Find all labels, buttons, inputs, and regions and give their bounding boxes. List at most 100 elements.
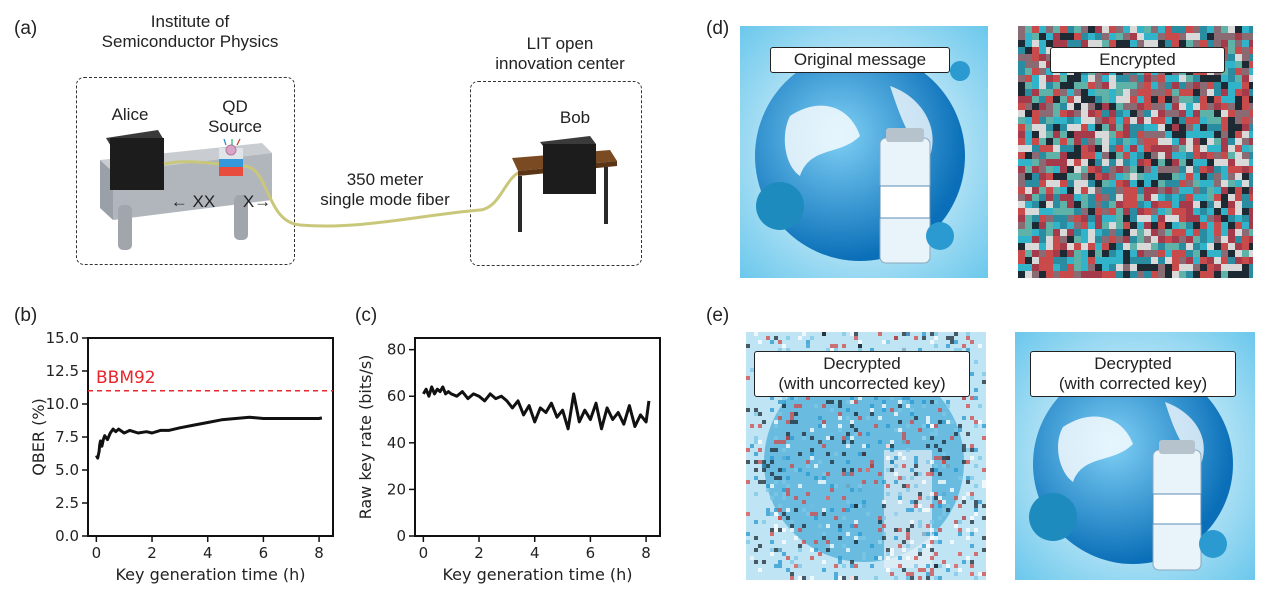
noise-pixel <box>1032 61 1039 68</box>
noise-pixel <box>890 448 894 452</box>
noise-pixel <box>1207 138 1214 145</box>
noise-pixel <box>910 468 914 472</box>
noise-pixel <box>1053 201 1060 208</box>
noise-pixel <box>1130 117 1137 124</box>
noise-pixel <box>1151 229 1158 236</box>
noise-pixel <box>1221 138 1228 145</box>
noise-pixel <box>1151 152 1158 159</box>
noise-pixel <box>1221 215 1228 222</box>
noise-pixel <box>1221 145 1228 152</box>
noise-pixel <box>1186 250 1193 257</box>
noise-pixel <box>914 464 918 468</box>
noise-pixel <box>910 500 914 504</box>
noise-pixel <box>1137 117 1144 124</box>
noise-pixel <box>1158 26 1165 33</box>
noise-pixel <box>754 560 758 564</box>
noise-pixel <box>1144 166 1151 173</box>
noise-pixel <box>974 464 978 468</box>
noise-pixel <box>1123 89 1130 96</box>
noise-pixel <box>790 520 794 524</box>
noise-pixel <box>1046 236 1053 243</box>
noise-pixel <box>802 436 806 440</box>
noise-pixel <box>1123 173 1130 180</box>
noise-pixel <box>958 504 962 508</box>
noise-pixel <box>874 556 878 560</box>
noise-pixel <box>1193 173 1200 180</box>
noise-pixel <box>1081 117 1088 124</box>
noise-pixel <box>922 400 926 404</box>
noise-pixel <box>1018 82 1025 89</box>
noise-pixel <box>1067 152 1074 159</box>
noise-pixel <box>1039 26 1046 33</box>
noise-pixel <box>1172 243 1179 250</box>
noise-pixel <box>850 564 854 568</box>
noise-pixel <box>1130 236 1137 243</box>
noise-pixel <box>894 464 898 468</box>
noise-pixel <box>1074 236 1081 243</box>
noise-pixel <box>858 452 862 456</box>
noise-pixel <box>1137 96 1144 103</box>
noise-pixel <box>1067 173 1074 180</box>
noise-pixel <box>1018 61 1025 68</box>
noise-pixel <box>894 456 898 460</box>
noise-pixel <box>1102 117 1109 124</box>
noise-pixel <box>782 552 786 556</box>
noise-pixel <box>1018 173 1025 180</box>
setup-illustration <box>100 130 617 250</box>
noise-pixel <box>834 452 838 456</box>
noise-pixel <box>1074 264 1081 271</box>
noise-pixel <box>1186 138 1193 145</box>
noise-pixel <box>1095 131 1102 138</box>
noise-pixel <box>966 536 970 540</box>
noise-pixel <box>754 476 758 480</box>
noise-pixel <box>906 576 910 580</box>
noise-pixel <box>966 460 970 464</box>
noise-pixel <box>1214 96 1221 103</box>
noise-pixel <box>970 492 974 496</box>
noise-pixel <box>1039 208 1046 215</box>
noise-pixel <box>954 432 958 436</box>
noise-pixel <box>938 516 942 520</box>
alice-detector <box>106 130 164 190</box>
noise-pixel <box>1102 75 1109 82</box>
noise-pixel <box>1123 40 1130 47</box>
noise-pixel <box>934 400 938 404</box>
noise-pixel <box>1060 264 1067 271</box>
noise-pixel <box>774 420 778 424</box>
noise-pixel <box>890 440 894 444</box>
noise-pixel <box>1053 117 1060 124</box>
noise-pixel <box>1095 138 1102 145</box>
noise-pixel <box>898 492 902 496</box>
noise-pixel <box>1116 131 1123 138</box>
noise-pixel <box>1179 250 1186 257</box>
noise-pixel <box>1242 40 1249 47</box>
noise-pixel <box>1032 33 1039 40</box>
noise-pixel <box>1109 166 1116 173</box>
noise-pixel <box>1081 40 1088 47</box>
noise-pixel <box>1214 110 1221 117</box>
noise-pixel <box>762 460 766 464</box>
noise-pixel <box>1046 117 1053 124</box>
noise-pixel <box>890 572 894 576</box>
noise-pixel <box>786 492 790 496</box>
noise-pixel <box>1200 138 1207 145</box>
noise-pixel <box>1109 26 1116 33</box>
noise-pixel <box>1095 215 1102 222</box>
noise-pixel <box>1186 159 1193 166</box>
noise-pixel <box>1081 215 1088 222</box>
noise-pixel <box>1018 215 1025 222</box>
noise-pixel <box>1158 145 1165 152</box>
noise-pixel <box>926 416 930 420</box>
noise-pixel <box>1074 159 1081 166</box>
noise-pixel <box>826 496 830 500</box>
noise-pixel <box>1151 110 1158 117</box>
noise-pixel <box>966 448 970 452</box>
noise-pixel <box>794 412 798 416</box>
noise-pixel <box>1214 131 1221 138</box>
noise-pixel <box>806 464 810 468</box>
noise-pixel <box>1053 33 1060 40</box>
noise-pixel <box>978 420 982 424</box>
noise-pixel <box>1046 264 1053 271</box>
noise-pixel <box>790 420 794 424</box>
qd-label-line2: Source <box>208 117 262 136</box>
